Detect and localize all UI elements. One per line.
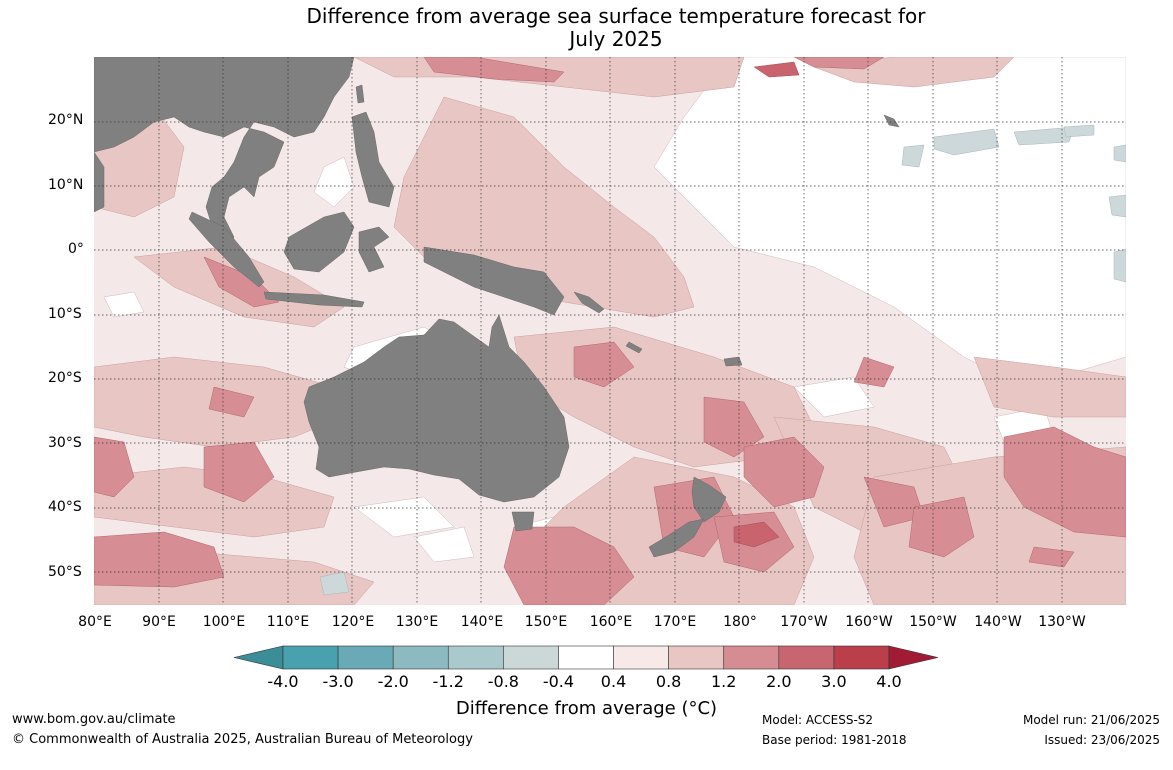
lon-label-160w: 160°W xyxy=(845,614,893,630)
map-title-line-2: July 2025 xyxy=(569,27,663,51)
lat-label-40s: 40°S xyxy=(48,499,82,515)
fiji-land xyxy=(723,356,743,367)
colorbar-tick-label: -4.0 xyxy=(267,672,299,691)
lon-label-110e: 110°E xyxy=(266,614,310,630)
colorbar-segment xyxy=(503,645,559,670)
lon-label-90e: 90°E xyxy=(142,614,176,630)
java-land xyxy=(263,291,365,308)
new-zealand-north-island xyxy=(691,476,727,523)
colorbar-extend-low xyxy=(233,645,284,670)
map-title-line-1: Difference from average sea surface temp… xyxy=(306,4,926,28)
colorbar-tick-label: 3.0 xyxy=(821,672,847,691)
copyright-text: © Commonwealth of Australia 2025, Austra… xyxy=(12,732,473,747)
colorbar-title: Difference from average (°C) xyxy=(455,698,718,719)
lon-label-150e: 150°E xyxy=(524,614,568,630)
colorbar-tick-label: 2.0 xyxy=(766,672,792,691)
colorbar-segment xyxy=(337,645,394,670)
lat-label-10n: 10°N xyxy=(48,177,84,193)
base-period: Base period: 1981-2018 xyxy=(762,733,907,747)
lat-label-30s: 30°S xyxy=(48,435,82,451)
colorbar-tick-label: -2.0 xyxy=(377,672,409,691)
issued-date: Issued: 23/06/2025 xyxy=(1044,733,1160,747)
colorbar-tick-label: -0.4 xyxy=(542,672,575,691)
lat-label-equator: 0° xyxy=(68,241,84,257)
colorbar-segment xyxy=(778,645,835,670)
colorbar-segment xyxy=(282,645,339,670)
lon-label-170w: 170°W xyxy=(780,614,828,630)
taiwan-land xyxy=(355,84,365,104)
new-guinea-land xyxy=(423,246,565,316)
lon-label-130e: 130°E xyxy=(395,614,439,630)
colorbar xyxy=(233,645,939,670)
new-caledonia-land xyxy=(625,341,643,354)
lon-label-140e: 140°E xyxy=(460,614,504,630)
lon-label-140w: 140°W xyxy=(974,614,1022,630)
sulawesi-land xyxy=(358,226,390,273)
colorbar-tick-label: 0.8 xyxy=(655,672,682,691)
colorbar-tick-label: 4.0 xyxy=(876,672,902,691)
lon-label-100e: 100°E xyxy=(202,614,246,630)
colorbar-segment xyxy=(723,645,780,670)
lat-label-20n: 20°N xyxy=(48,112,84,128)
colorbar-tick-label: -3.0 xyxy=(322,672,354,691)
warm-anomaly-2-0-to-3-0 xyxy=(733,61,800,548)
model-run-date: Model run: 21/06/2025 xyxy=(1022,713,1160,727)
lat-label-10s: 10°S xyxy=(48,306,82,322)
cool-anomaly-regions xyxy=(319,124,1126,596)
lon-label-160e: 160°E xyxy=(589,614,633,630)
tasmania-land xyxy=(511,511,535,532)
colorbar-segment xyxy=(833,645,890,670)
colorbar-segment xyxy=(392,645,449,670)
colorbar-segment xyxy=(668,645,725,670)
colorbar-tick-label: -1.2 xyxy=(432,672,464,691)
lon-label-170e: 170°E xyxy=(653,614,697,630)
solomon-islands-land xyxy=(573,291,605,314)
lon-label-180: 180° xyxy=(723,614,757,630)
new-zealand-south-island xyxy=(648,518,705,558)
borneo-land xyxy=(283,211,355,273)
australia-land xyxy=(303,314,570,503)
colorbar-segment xyxy=(447,645,504,670)
lon-label-150w: 150°W xyxy=(909,614,957,630)
lon-label-120e: 120°E xyxy=(331,614,375,630)
land-masses xyxy=(94,57,900,558)
colorbar-tick-label: 0.4 xyxy=(600,672,627,691)
asia-land xyxy=(94,57,355,248)
website-link[interactable]: www.bom.gov.au/climate xyxy=(12,712,176,727)
lat-label-50s: 50°S xyxy=(48,564,82,580)
colorbar-segment xyxy=(558,645,614,670)
colorbar-extend-high xyxy=(888,645,939,670)
lon-label-80e: 80°E xyxy=(78,614,112,630)
map-title: Difference from average sea surface temp… xyxy=(0,5,1173,51)
colorbar-segment xyxy=(613,645,669,670)
model-name: Model: ACCESS-S2 xyxy=(762,713,874,727)
india-land xyxy=(94,151,105,213)
lat-label-20s: 20°S xyxy=(48,370,82,386)
lon-label-130w: 130°W xyxy=(1038,614,1086,630)
warm-anomaly-1-2-to-2-0 xyxy=(94,57,1126,605)
colorbar-tick-label: -0.8 xyxy=(487,672,519,691)
graticule xyxy=(94,57,1126,605)
sumatra-land xyxy=(188,211,265,288)
sst-anomaly-map xyxy=(94,57,1126,605)
colorbar-tick-label: 1.2 xyxy=(710,672,737,691)
